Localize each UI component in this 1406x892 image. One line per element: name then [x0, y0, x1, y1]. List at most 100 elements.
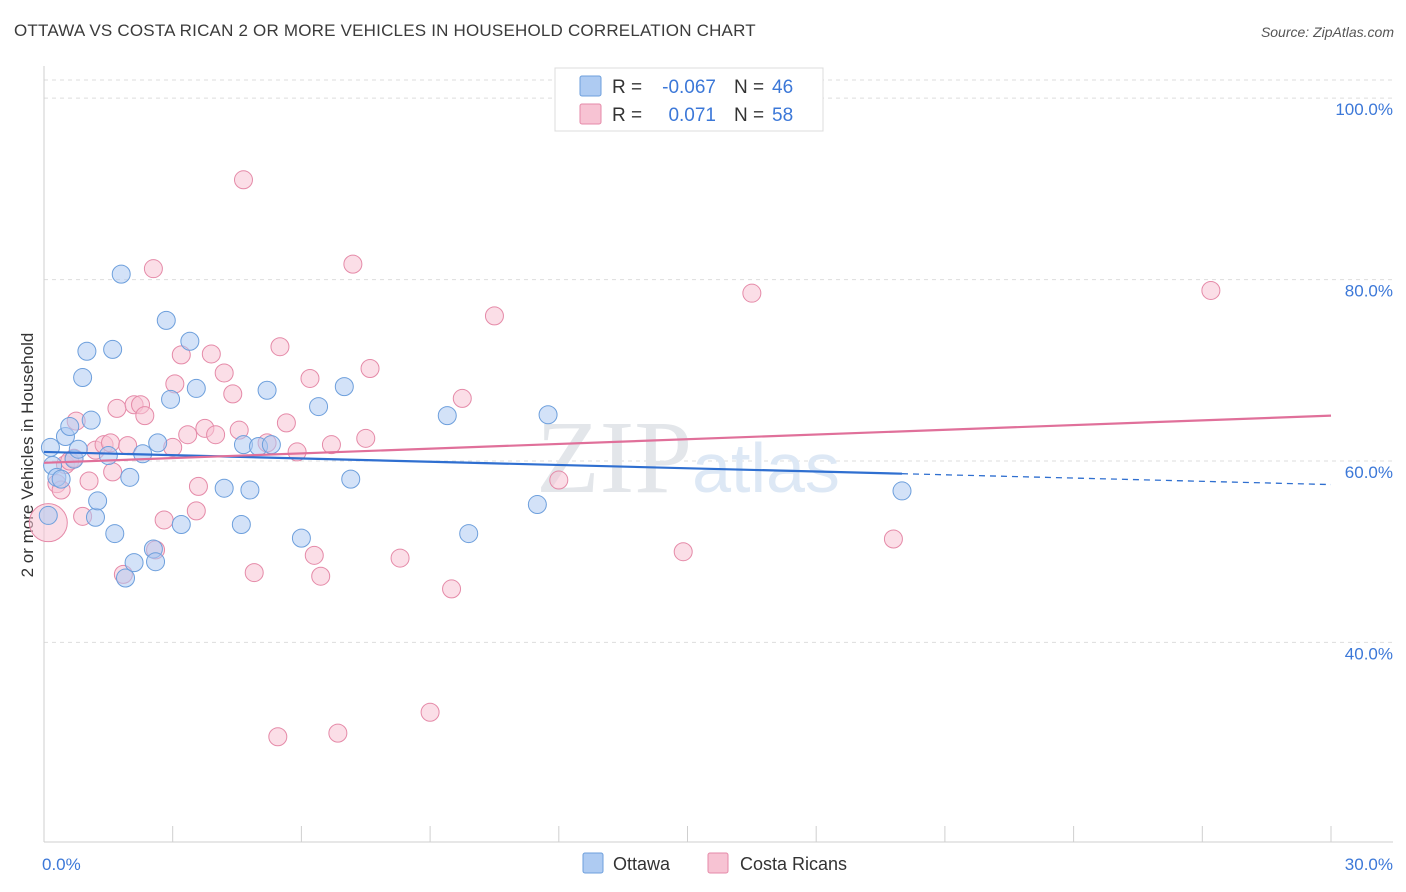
costa-ricans-point — [549, 470, 569, 490]
costa-ricans-point — [360, 358, 380, 378]
ottawa-point — [334, 377, 354, 397]
ottawa-point — [124, 553, 144, 573]
costa-ricans-point — [214, 363, 234, 383]
bottom-legend-label-costa-ricans: Costa Ricans — [740, 854, 847, 874]
costa-ricans-point — [103, 462, 123, 482]
ottawa-point — [146, 552, 166, 572]
y-tick-label: 40.0% — [1345, 644, 1393, 663]
x-tick-label: 30.0% — [1345, 855, 1393, 874]
series-costa-ricans-points — [28, 170, 1221, 747]
legend-r-label-ottawa: R = — [612, 77, 642, 98]
costa-ricans-trend-line — [43, 414, 1332, 464]
grid-lines — [44, 79, 1393, 643]
costa-ricans-point — [206, 425, 226, 445]
costa-ricans-point — [135, 406, 155, 426]
bottom-legend-swatch-costa-ricans — [707, 852, 729, 874]
costa-ricans-point — [233, 170, 253, 190]
costa-ricans-point — [442, 579, 462, 599]
ottawa-point — [538, 405, 558, 425]
ottawa-point — [148, 433, 168, 453]
ottawa-point — [527, 495, 547, 515]
ottawa-point — [214, 478, 234, 498]
y-tick-labels: 100.0% 80.0% 60.0% 40.0% — [1335, 100, 1393, 663]
ottawa-point — [116, 568, 136, 588]
ottawa-point — [156, 310, 176, 330]
ottawa-point — [103, 339, 123, 359]
costa-ricans-point — [186, 501, 206, 521]
ottawa-point — [186, 378, 206, 398]
costa-ricans-point — [171, 345, 191, 365]
x-tick-labels: 0.0% 30.0% — [42, 855, 1393, 874]
costa-ricans-point — [673, 542, 693, 562]
ottawa-point — [291, 528, 311, 548]
trend-lines — [43, 414, 1332, 486]
legend-r-value-costa-ricans: 0.071 — [668, 105, 716, 126]
ottawa-point — [120, 467, 140, 487]
ottawa-point — [309, 397, 329, 417]
costa-ricans-point — [356, 428, 376, 448]
bottom-legend-swatch-ottawa — [582, 852, 604, 874]
ottawa-point — [81, 410, 101, 430]
ottawa-trend-extension — [901, 473, 1332, 486]
costa-ricans-point — [390, 548, 410, 568]
ottawa-point — [60, 417, 80, 437]
ottawa-point — [257, 380, 277, 400]
ottawa-point — [88, 491, 108, 511]
costa-ricans-point — [343, 254, 363, 274]
costa-ricans-point — [244, 563, 264, 583]
costa-ricans-point — [79, 471, 99, 491]
costa-ricans-point — [311, 566, 331, 586]
ottawa-point — [38, 505, 58, 525]
legend-n-value-costa-ricans: 58 — [772, 105, 793, 126]
costa-ricans-point — [304, 545, 324, 565]
ottawa-point — [77, 341, 97, 361]
ottawa-point — [51, 469, 71, 489]
legend-n-label-costa-ricans: N = — [734, 105, 764, 126]
watermark: ZIPatlas — [536, 400, 840, 515]
y-tick-label: 80.0% — [1345, 282, 1393, 301]
ottawa-point — [231, 515, 251, 534]
costa-ricans-point — [287, 442, 307, 462]
ottawa-point — [40, 437, 60, 457]
y-tick-label: 100.0% — [1335, 100, 1393, 119]
ottawa-point — [240, 480, 260, 500]
legend-n-label-ottawa: N = — [734, 77, 764, 98]
series-legend: Ottawa Costa Ricans — [582, 852, 847, 874]
costa-ricans-point — [420, 702, 440, 722]
series-ottawa-points — [38, 264, 912, 588]
ottawa-point — [341, 469, 361, 489]
legend-r-value-ottawa: -0.067 — [662, 77, 716, 98]
ottawa-point — [68, 439, 88, 459]
costa-ricans-point — [484, 306, 504, 326]
ottawa-point — [437, 406, 457, 426]
costa-ricans-point — [883, 529, 903, 549]
costa-ricans-point — [107, 398, 127, 418]
ottawa-point — [261, 435, 281, 455]
ottawa-point — [111, 264, 131, 284]
costa-ricans-point — [276, 413, 296, 433]
correlation-legend: R = -0.067 N = 46 R = 0.071 N = 58 — [554, 67, 824, 132]
chart-title: OTTAWA VS COSTA RICAN 2 OR MORE VEHICLES… — [14, 21, 756, 40]
costa-ricans-point — [328, 723, 348, 743]
costa-ricans-point — [188, 476, 208, 496]
ottawa-point — [180, 331, 200, 351]
costa-ricans-point — [154, 510, 174, 530]
ottawa-point — [171, 515, 191, 534]
legend-swatch-costa-ricans — [579, 103, 602, 125]
costa-ricans-point — [270, 337, 290, 357]
bottom-legend-label-ottawa: Ottawa — [613, 854, 671, 874]
source-attribution: Source: ZipAtlas.com — [1260, 24, 1394, 40]
ottawa-point — [105, 524, 125, 544]
ottawa-point — [85, 507, 105, 527]
ottawa-point — [459, 524, 479, 544]
legend-n-value-ottawa: 46 — [772, 77, 793, 98]
y-tick-label: 60.0% — [1345, 463, 1393, 482]
legend-r-label-costa-ricans: R = — [612, 105, 642, 126]
costa-ricans-point — [300, 368, 320, 388]
costa-ricans-point — [178, 425, 198, 445]
costa-ricans-point — [143, 259, 163, 279]
costa-ricans-point — [1201, 280, 1221, 300]
ottawa-point — [892, 481, 912, 501]
ottawa-point — [161, 389, 181, 409]
